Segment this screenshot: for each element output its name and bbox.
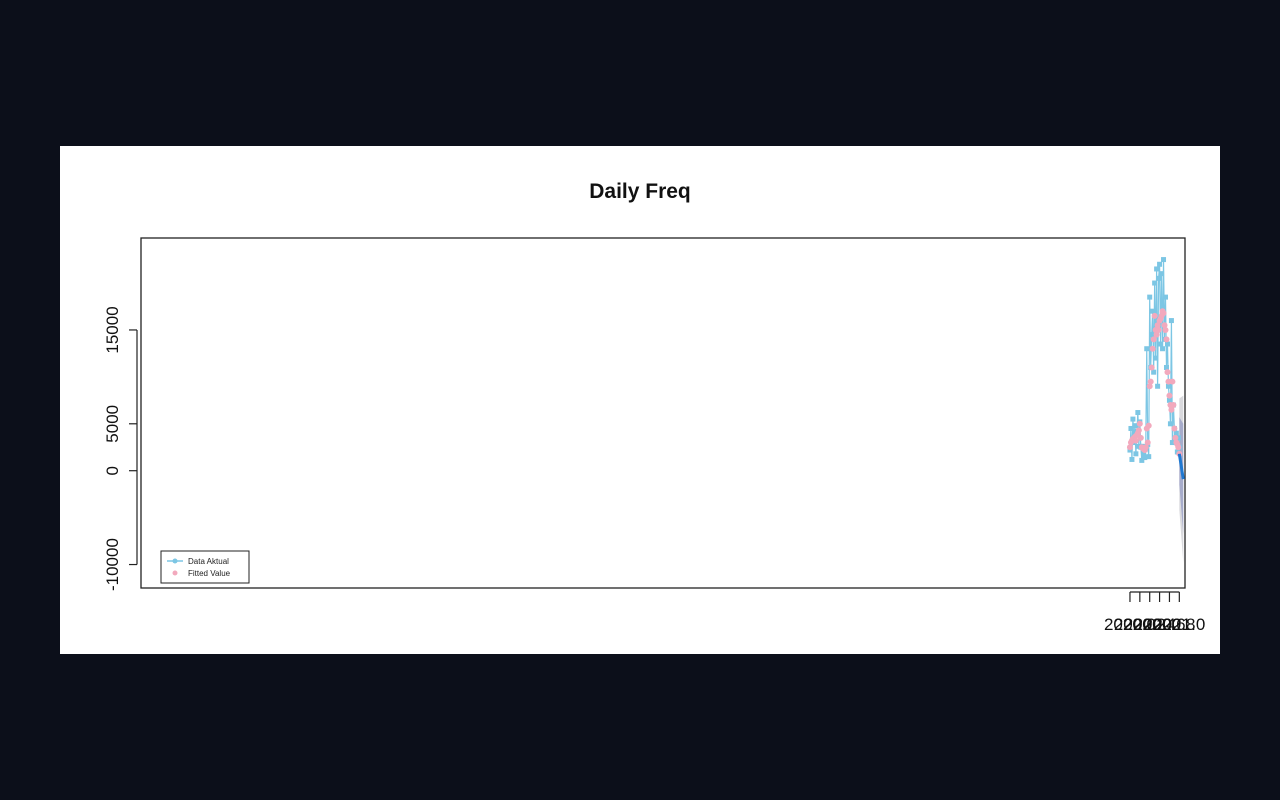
y-tick-label: 5000 (103, 405, 122, 443)
actual-point (1130, 416, 1136, 422)
legend-label-actual: Data Aktual (188, 557, 229, 566)
actual-point (1133, 451, 1139, 457)
actual-point (1149, 332, 1155, 338)
fitted-point (1145, 422, 1152, 429)
actual-point (1142, 455, 1148, 461)
fitted-point (1169, 378, 1176, 385)
actual-point (1164, 341, 1170, 347)
fitted-point (1160, 310, 1167, 317)
actual-point (1167, 421, 1173, 427)
fitted-point (1162, 326, 1169, 333)
x-tick-label: 2020.8 (1143, 615, 1195, 634)
actual-point (1169, 440, 1175, 446)
fitted-point (1151, 312, 1158, 319)
fitted-point (1126, 444, 1133, 451)
actual-point (1147, 294, 1153, 300)
fitted-point (1148, 364, 1155, 371)
fitted-point (1153, 331, 1160, 338)
legend-box (160, 550, 250, 584)
fitted-point (1149, 345, 1156, 352)
fitted-point (1147, 378, 1154, 385)
x-tick-label: 2021.0 (1153, 615, 1205, 634)
fitted-point (1172, 434, 1179, 441)
forecast-line (1177, 453, 1185, 480)
legend-marker-actual (172, 558, 178, 564)
chart-panel: Daily Freq 2020.0 2020.2 2020.4 2020.6 2020.… (60, 146, 1220, 654)
y-tick-label: 15000 (103, 306, 122, 353)
x-tick-label: 2020.4 (1124, 615, 1176, 634)
actual-point (1141, 451, 1147, 457)
actual-point (1139, 457, 1145, 463)
fitted-point (1168, 406, 1175, 413)
actual-point (1132, 423, 1138, 429)
fitted-point (1164, 369, 1171, 376)
actual-point (1163, 294, 1169, 300)
actual-point (1168, 318, 1174, 324)
actual-point (1166, 397, 1172, 403)
actual-point (1157, 261, 1163, 267)
y-tick-label: -10000 (103, 538, 122, 591)
actual-point (1161, 257, 1167, 263)
fitted-point (1163, 336, 1170, 343)
actual-point (1173, 430, 1179, 436)
fitted-point (1132, 437, 1139, 444)
legend-label-fitted: Fitted Value (188, 569, 231, 578)
actual-point (1150, 308, 1156, 314)
y-axis: -10000 0 5000 15000 (103, 306, 138, 591)
fitted-point (1171, 425, 1178, 432)
y-tick-label: 0 (103, 466, 122, 475)
actual-point (1128, 425, 1134, 431)
fitted-point (1170, 402, 1177, 409)
chart-title: Daily Freq (589, 180, 691, 203)
fitted-point (1166, 392, 1173, 399)
fitted-point (1135, 427, 1142, 434)
actual-point (1158, 341, 1164, 347)
actual-point (1165, 383, 1171, 389)
actual-point (1155, 383, 1161, 389)
x-tick-label: 2020.6 (1134, 615, 1186, 634)
fitted-point (1137, 434, 1144, 441)
fitted-point (1155, 326, 1162, 333)
legend: Data Aktual Fitted Value (160, 550, 250, 584)
actual-point (1154, 266, 1160, 272)
actual-point (1152, 280, 1158, 286)
fitted-point (1175, 444, 1182, 451)
actual-point (1151, 369, 1157, 375)
actual-point (1160, 346, 1166, 352)
fitted-point (1142, 444, 1149, 451)
plot-frame (140, 237, 1186, 589)
fitted-point (1150, 336, 1157, 343)
x-tick-label: 2020.2 (1114, 615, 1166, 634)
data-marks (1126, 257, 1185, 480)
actual-point (1153, 355, 1159, 361)
actual-point (1159, 271, 1165, 277)
actual-point (1135, 410, 1141, 416)
fitted-point (1136, 420, 1143, 427)
actual-point (1156, 275, 1162, 281)
fitted-point (1154, 322, 1161, 329)
fitted-point (1161, 322, 1168, 329)
x-tick-label: 2020.0 (1104, 615, 1156, 634)
actual-point (1146, 454, 1152, 460)
actual-point (1163, 364, 1169, 370)
legend-marker-fitted (172, 570, 178, 576)
fitted-point (1144, 439, 1151, 446)
fitted-point (1146, 383, 1153, 390)
actual-point (1129, 456, 1135, 462)
actual-point (1144, 346, 1150, 352)
